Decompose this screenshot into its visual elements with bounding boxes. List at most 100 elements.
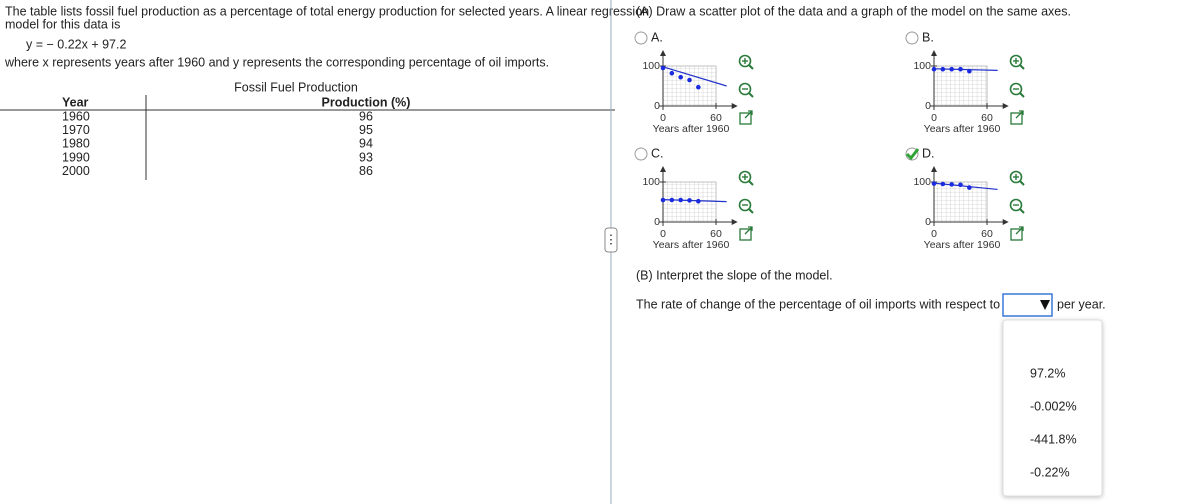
zoom-icon[interactable] — [1009, 82, 1023, 96]
dropdown-option[interactable] — [1008, 360, 1097, 388]
plot-grid — [933, 65, 988, 107]
select-arrow — [1040, 300, 1050, 310]
zoom-icon[interactable] — [1009, 198, 1023, 212]
equation: y = − 0.22x + 97.2 — [26, 37, 126, 51]
axis-arrow — [931, 50, 937, 56]
open-icon[interactable] — [1010, 112, 1023, 125]
table-header: Production (%) — [322, 95, 411, 109]
x-tick-label: 60 — [710, 228, 722, 240]
handle-dots: ⋮ — [605, 232, 618, 246]
table-cell: 2000 — [62, 164, 90, 178]
option-label: A. — [651, 30, 663, 44]
data-point — [967, 68, 972, 74]
part-b-sentence: The rate of change of the percentage of … — [636, 297, 1040, 311]
part-b-suffix: per year. — [1057, 297, 1106, 311]
zoom-icon[interactable] — [738, 198, 752, 212]
axis-arrow — [660, 166, 666, 172]
data-point — [687, 77, 692, 83]
table-caption: Fossil Fuel Production — [234, 80, 358, 94]
dropdown-option[interactable] — [1008, 426, 1097, 454]
table-header: Year — [62, 95, 89, 109]
axis-arrow — [731, 103, 738, 109]
axis-arrow — [931, 166, 937, 172]
option-label: D. — [922, 146, 935, 160]
zoom-icon-handle — [1019, 180, 1025, 186]
open-icon-arrow — [744, 110, 753, 119]
open-icon-arrow — [1015, 110, 1024, 119]
x-tick-label: 0 — [660, 112, 666, 124]
table-cell: 93 — [359, 150, 373, 164]
data-point — [687, 198, 692, 203]
part-b-prompt: (B) Interpret the slope of the model. — [636, 268, 833, 282]
answer-select[interactable] — [1002, 293, 1053, 317]
axis-arrow — [660, 50, 666, 56]
zoom-icon[interactable] — [1009, 54, 1023, 68]
divider-handle[interactable] — [604, 227, 618, 253]
x-axis-label: Years after 1960 — [653, 123, 730, 135]
radio-button[interactable] — [634, 147, 648, 161]
dropdown-option[interactable] — [1008, 459, 1097, 487]
dropdown-option-label: -441.8% — [1030, 432, 1077, 446]
y-tick-label: 100 — [913, 60, 931, 72]
data-point — [660, 197, 666, 203]
axis-arrow — [731, 219, 738, 225]
x-tick-label: 0 — [931, 228, 937, 240]
intro: model for this data is — [5, 17, 120, 31]
data-point — [949, 66, 954, 72]
open-icon[interactable] — [739, 112, 752, 125]
y-tick-label: 100 — [642, 176, 660, 188]
axis-arrow — [1002, 103, 1009, 109]
model-line — [662, 66, 727, 87]
y-tick-label: 0 — [654, 100, 660, 112]
zoom-icon-handle — [1019, 208, 1025, 214]
radio-button[interactable] — [905, 31, 919, 45]
open-icon[interactable] — [1010, 228, 1023, 241]
data-point — [678, 197, 683, 203]
option-label: C. — [651, 146, 664, 160]
y-tick-label: 100 — [913, 176, 931, 188]
dropdown-option[interactable] — [1008, 393, 1097, 421]
zoom-icon[interactable] — [1009, 170, 1023, 184]
zoom-icon-handle — [1019, 92, 1025, 98]
y-tick-label: 0 — [654, 216, 660, 228]
x-tick-label: 0 — [931, 112, 937, 124]
data-point — [678, 74, 683, 80]
open-icon-arrow — [1015, 226, 1024, 235]
data-point — [940, 66, 946, 72]
x-axis-label: Years after 1960 — [653, 239, 730, 251]
data-point — [958, 66, 963, 72]
axis-arrow — [1002, 219, 1009, 225]
table-cell: 96 — [359, 109, 373, 123]
dropdown-option-label: 97.2% — [1030, 366, 1065, 380]
data-point — [696, 84, 701, 90]
data-point — [967, 185, 972, 190]
data-point — [958, 182, 963, 188]
zoom-icon-handle — [748, 208, 754, 214]
y-tick-label: 0 — [925, 216, 931, 228]
data-point — [660, 65, 666, 71]
x-tick-label: 60 — [981, 112, 993, 124]
open-icon-arrow — [744, 226, 753, 235]
x-tick-label: 0 — [660, 228, 666, 240]
data-point — [669, 70, 675, 76]
x-tick-label: 60 — [710, 112, 722, 124]
zoom-icon[interactable] — [738, 82, 752, 96]
data-point — [696, 198, 701, 204]
plot-grid — [933, 181, 988, 223]
intro: The table lists fossil fuel production a… — [5, 4, 649, 18]
table-cell: 1970 — [62, 123, 90, 137]
x-axis-label: Years after 1960 — [924, 123, 1001, 135]
data-point — [931, 66, 937, 72]
table-cell: 86 — [359, 164, 373, 178]
open-icon[interactable] — [739, 228, 752, 241]
data-point — [931, 181, 937, 186]
note: where x represents years after 1960 and … — [4, 55, 549, 69]
dropdown-option-label: -0.002% — [1030, 399, 1077, 413]
x-tick-label: 60 — [981, 228, 993, 240]
zoom-icon[interactable] — [738, 170, 752, 184]
radio-button[interactable] — [634, 31, 648, 45]
zoom-icon[interactable] — [738, 54, 752, 68]
zoom-icon-handle — [748, 92, 754, 98]
zoom-icon-handle — [1019, 64, 1025, 70]
